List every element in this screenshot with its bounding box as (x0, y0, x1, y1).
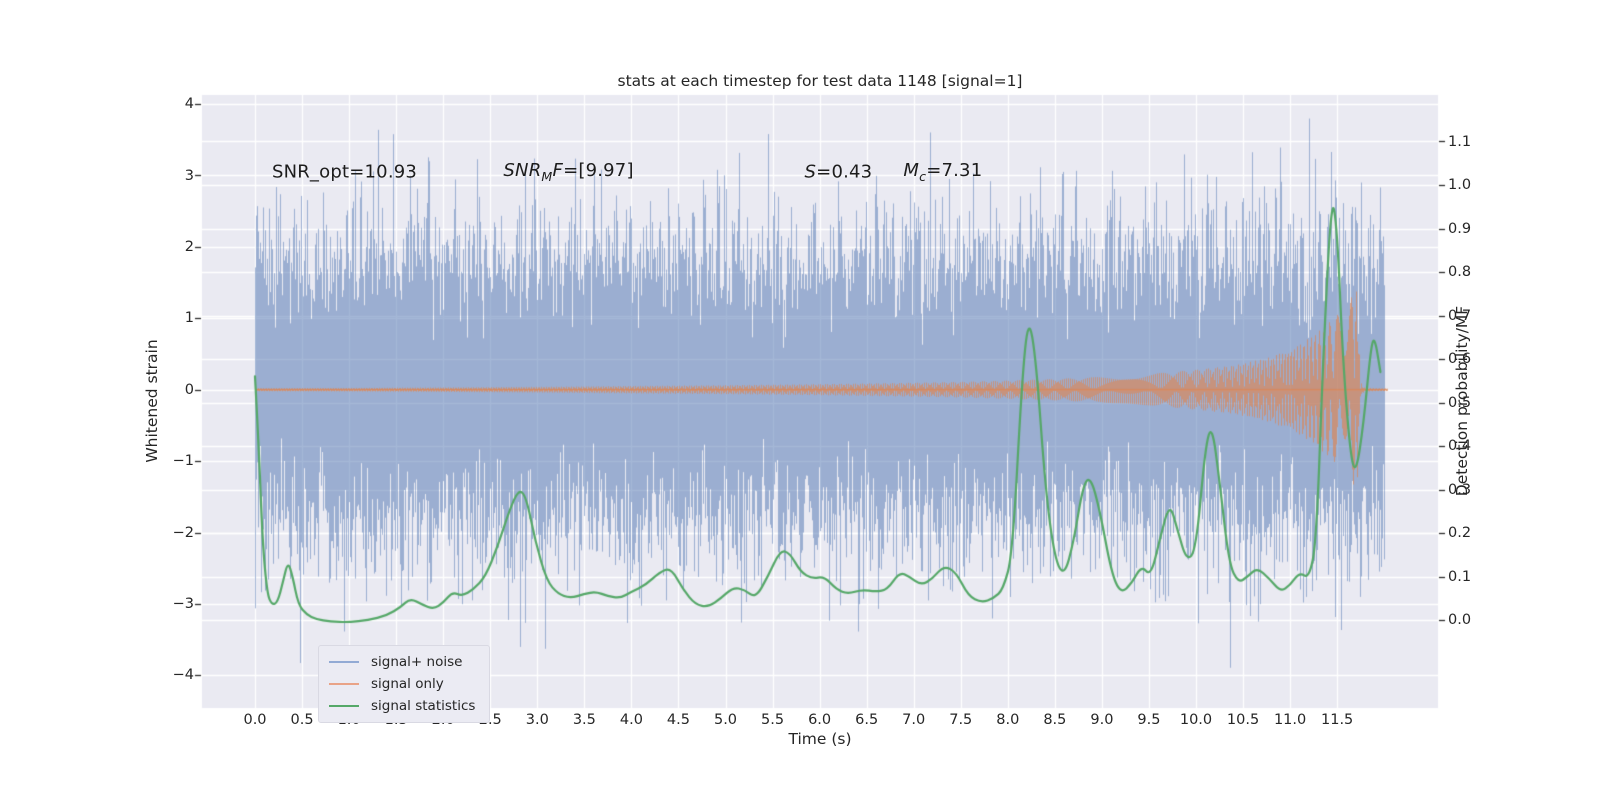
y-right-tick-label: 0.2 (1448, 525, 1472, 541)
x-tick-label: 6.0 (808, 712, 832, 728)
y-right-tick-label: 0.0 (1448, 612, 1472, 628)
x-tick-label: 10.0 (1179, 712, 1213, 728)
legend-label: signal statistics (371, 698, 476, 714)
annotation-snr-mf: SNRMF=[9.97] (503, 160, 634, 184)
x-tick-label: 8.5 (1043, 712, 1067, 728)
x-tick-label: 7.0 (902, 712, 926, 728)
x-axis-label: Time (s) (788, 730, 852, 748)
x-tick-label: 9.0 (1090, 712, 1114, 728)
y-right-tick-label: 0.8 (1448, 264, 1472, 280)
legend-box: signal+ noise signal only signal statistic… (318, 645, 490, 723)
y-right-tick-label: 1.0 (1448, 177, 1472, 193)
annotation-s-stat: S=0.43 (804, 161, 873, 183)
y-right-tick-label: 0.4 (1448, 438, 1472, 454)
y-left-tick-label: −4 (172, 667, 194, 684)
x-tick-label: 6.5 (855, 712, 879, 728)
y-left-tick-label: −3 (172, 595, 194, 612)
chart-title: stats at each timestep for test data 114… (617, 72, 1023, 90)
x-tick-label: 5.0 (713, 712, 738, 728)
y-right-tick-label: 1.1 (1448, 133, 1472, 150)
y-left-tick-label: 0 (184, 381, 194, 398)
x-tick-label: 4.5 (666, 712, 690, 728)
y-left-tick-label: 3 (184, 167, 194, 184)
x-tick-label: 10.5 (1226, 712, 1260, 728)
x-tick-label: 3.0 (525, 712, 549, 728)
y-left-tick-label: 1 (184, 310, 194, 327)
annotation-snr-opt: SNR_opt=10.93 (271, 161, 418, 183)
x-tick-label: 9.5 (1137, 712, 1161, 728)
x-tick-label: 11.5 (1320, 712, 1354, 728)
x-tick-label: 3.5 (572, 712, 596, 728)
legend-line-swatch (329, 660, 359, 664)
annotation-chirp-mass: Mc=7.31 (903, 160, 983, 184)
y-left-tick-label: 2 (184, 238, 194, 255)
y-right-tick-label: 0.7 (1448, 307, 1472, 324)
legend-label: signal+ noise (371, 654, 463, 670)
legend-label: signal only (371, 676, 444, 692)
x-tick-label: 0.5 (290, 712, 314, 728)
x-tick-label: 5.5 (761, 712, 785, 728)
y-axis-left-label: Whitened strain (143, 339, 161, 463)
y-right-tick-label: 0.5 (1448, 394, 1472, 411)
legend-line-swatch (329, 704, 359, 708)
y-right-tick-label: 0.9 (1448, 220, 1472, 237)
y-right-tick-label: 0.6 (1448, 351, 1472, 367)
x-tick-label: 7.5 (949, 712, 973, 728)
legend-item: signal only (329, 674, 477, 695)
y-left-tick-label: −1 (172, 453, 194, 470)
x-tick-label: 11.0 (1273, 712, 1307, 728)
legend-item: signal statistics (329, 696, 477, 717)
legend-line-swatch (329, 682, 359, 686)
y-left-tick-label: −2 (172, 524, 194, 541)
legend-item: signal+ noise (329, 652, 477, 673)
x-tick-label: 4.0 (619, 712, 643, 728)
x-tick-label: 8.0 (996, 712, 1020, 728)
y-right-tick-label: 0.1 (1448, 568, 1472, 585)
x-tick-label: 0.0 (243, 712, 267, 728)
y-right-tick-label: 0.3 (1448, 481, 1472, 498)
y-left-tick-label: 4 (184, 96, 194, 113)
